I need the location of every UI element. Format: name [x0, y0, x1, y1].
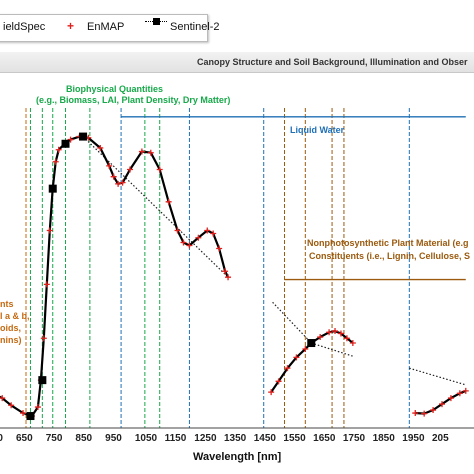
x-tick-label: 1550 — [283, 433, 306, 444]
pigments-line-3: oids, — [0, 323, 22, 333]
sentinel-point-0 — [26, 412, 35, 421]
x-tick-label: 1850 — [372, 433, 395, 444]
enmap-point-2-5 — [456, 390, 463, 397]
x-tick-label: 750 — [45, 433, 63, 444]
x-tick-label: 550 — [0, 433, 3, 444]
pigments-line-2: l a & b, — [0, 311, 30, 321]
enmap-point-1-7 — [326, 329, 333, 336]
enmap-point-0-28 — [147, 149, 154, 156]
legend-item-fieldspec: ieldSpec — [3, 21, 46, 33]
enmap-point-0-30 — [165, 198, 172, 205]
enmap-point-2-1 — [421, 410, 428, 417]
enmap-point-0-27 — [138, 148, 145, 155]
enmap-point-1-2 — [284, 365, 291, 372]
x-tick-label: 1950 — [402, 433, 425, 444]
x-tick-label: 1150 — [164, 433, 187, 444]
enmap-point-0-25 — [119, 179, 126, 186]
series-layer — [0, 133, 469, 420]
enmap-point-0-21 — [97, 144, 104, 151]
enmap-point-0-15 — [52, 158, 59, 165]
liquid-water-label: Liquid Water — [290, 125, 345, 135]
enmap-point-0-22 — [106, 162, 113, 169]
enmap-point-1-8 — [332, 328, 339, 335]
sentinel-point-3 — [61, 139, 70, 148]
enmap-point-1-9 — [337, 330, 344, 337]
trend-line-0 — [82, 136, 229, 278]
enmap-point-1-1 — [275, 378, 282, 385]
enmap-point-0-34 — [195, 234, 202, 241]
enmap-point-0-11 — [40, 335, 47, 342]
enmap-point-0-37 — [216, 245, 223, 252]
x-tick-label: 205 — [432, 433, 449, 444]
legend-marker-enmap: + — [67, 19, 75, 33]
enmap-point-0-24 — [115, 180, 122, 187]
legend-marker-sentinel — [153, 18, 160, 25]
x-tick-label: 1450 — [253, 433, 276, 444]
x-tick-label: 950 — [105, 433, 122, 444]
enmap-point-0-9 — [34, 404, 41, 411]
enmap-point-1-0 — [268, 389, 275, 396]
x-tick-label: 1350 — [224, 433, 247, 444]
enmap-point-0-38 — [222, 268, 229, 275]
sentinel-point-1 — [38, 376, 47, 385]
legend-item-enmap: EnMAP — [87, 21, 125, 33]
enmap-point-0-35 — [204, 227, 211, 234]
enmap-point-1-6 — [317, 334, 324, 341]
enmap-point-0-18 — [67, 136, 74, 143]
enmap-point-2-6 — [462, 387, 469, 394]
enmap-point-0-32 — [180, 239, 187, 246]
enmap-point-0-5 — [0, 395, 6, 402]
sentinel-point-5 — [307, 339, 316, 348]
x-tick-label: 650 — [16, 433, 33, 444]
x-tick-label: 1750 — [342, 433, 366, 444]
npv-title: Nonphotosynthetic Plant Material (e.g — [307, 238, 469, 248]
pigments-line-4: nins) — [0, 335, 22, 345]
x-tick-label: 1050 — [134, 433, 158, 444]
x-tick-label: 1650 — [313, 433, 336, 444]
enmap-point-0-29 — [156, 166, 163, 173]
x-tick-label: 850 — [75, 433, 93, 444]
canopy-header-strip: Canopy Structure and Soil Background, Il… — [0, 52, 474, 73]
enmap-point-0-13 — [46, 227, 53, 234]
fieldspec-line-segment-2 — [415, 389, 467, 415]
sentinel-markers — [26, 132, 316, 421]
biophysical-title: Biophysical Quantities — [66, 84, 164, 94]
enmap-point-1-4 — [302, 346, 309, 353]
enmap-point-0-12 — [43, 281, 50, 288]
enmap-point-0-6 — [8, 402, 15, 409]
enmap-point-0-23 — [110, 173, 117, 180]
biophysical-subtitle: (e.g., Biomass, LAI, Plant Density, Dry … — [36, 95, 231, 105]
enmap-point-1-11 — [349, 340, 356, 347]
enmap-point-0-36 — [210, 230, 217, 237]
enmap-point-2-2 — [430, 407, 437, 414]
fieldspec-line-segment-1 — [270, 330, 354, 393]
canopy-annotation: Canopy Structure and Soil Background, Il… — [197, 57, 468, 67]
x-axis-label: Wavelength [nm] — [193, 451, 282, 463]
enmap-point-0-16 — [55, 146, 62, 153]
enmap-point-2-0 — [412, 410, 419, 417]
enmap-point-0-26 — [127, 166, 133, 173]
enmap-point-0-39 — [225, 274, 232, 281]
enmap-point-0-31 — [174, 227, 181, 234]
enmap-point-2-3 — [439, 401, 445, 408]
npv-subtitle: Constituents (i.e., Lignin, Cellulose, S — [309, 251, 471, 261]
pigments-line-1: nts — [0, 299, 14, 309]
enmap-point-1-10 — [343, 335, 350, 342]
sentinel-point-2 — [48, 184, 57, 193]
legend-item-sentinel: Sentinel-2 — [170, 21, 220, 33]
legend: ieldSpec + EnMAP Sentinel-2 — [0, 14, 220, 42]
sentinel-point-4 — [79, 132, 88, 141]
trend-line-2 — [409, 367, 466, 386]
enmap-point-0-33 — [186, 242, 193, 249]
enmap-point-0-7 — [20, 410, 27, 417]
x-tick-label: 1250 — [194, 433, 217, 444]
enmap-point-1-3 — [293, 354, 300, 361]
enmap-point-2-4 — [447, 395, 454, 402]
